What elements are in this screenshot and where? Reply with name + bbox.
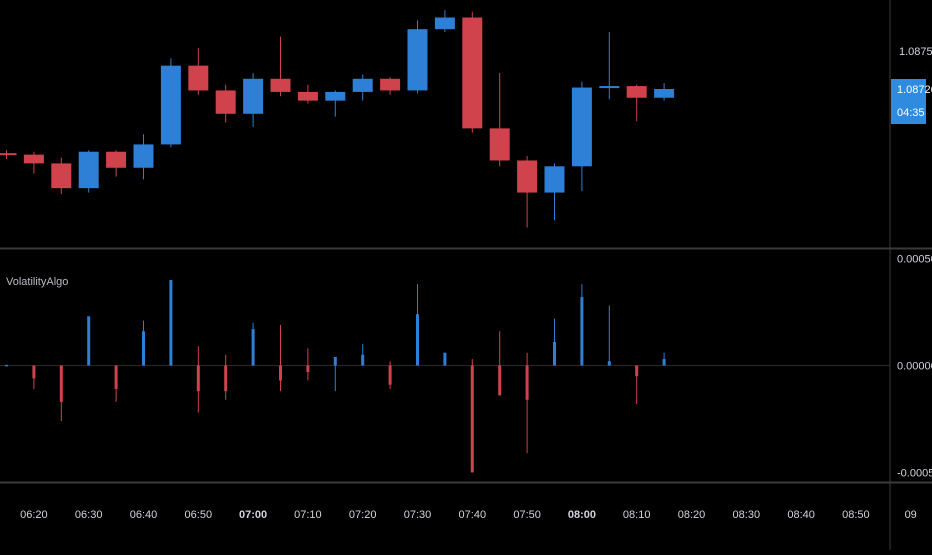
time-tick-label: 08:00 <box>568 509 596 521</box>
candle-body <box>0 153 17 156</box>
volatility-bar <box>361 354 365 366</box>
candle-body <box>106 151 127 168</box>
time-tick-label: 07:50 <box>513 509 541 521</box>
volatility-bar <box>443 352 447 366</box>
time-tick-label: 07:30 <box>404 509 432 521</box>
time-tick-label: 07:40 <box>459 509 487 521</box>
volatility-bar <box>388 365 392 385</box>
volatility-bar <box>169 279 173 366</box>
candle-body <box>270 78 291 92</box>
volatility-bar <box>416 314 419 366</box>
candle-body <box>571 87 592 167</box>
candle-body <box>654 88 675 98</box>
indicator-tick-label: 0.00000 <box>897 361 932 373</box>
price-tick-label: 1.08750 <box>899 46 932 58</box>
time-tick-label: 06:40 <box>130 509 158 521</box>
volatility-bar <box>87 316 91 366</box>
candle-body <box>297 91 318 101</box>
volatility-bar <box>498 365 502 396</box>
volatility-bar <box>251 329 255 366</box>
volatility-bar <box>5 364 8 367</box>
candle-body <box>23 154 44 164</box>
time-tick-label: 06:20 <box>20 509 48 521</box>
countdown-label: 04:35 <box>897 107 925 119</box>
candle-body <box>133 144 154 168</box>
candle-body <box>599 86 620 89</box>
candle-body <box>160 65 181 145</box>
volatility-bar <box>32 365 36 379</box>
volatility-bar <box>279 365 282 381</box>
candle-body <box>215 90 236 114</box>
volatility-bar <box>142 331 145 366</box>
volatility-bar <box>635 365 639 377</box>
time-tick-label: 07:00 <box>239 509 267 521</box>
candle-body <box>517 160 538 193</box>
volatility-bar <box>306 365 310 372</box>
current-price-label: 1.08726 <box>897 84 932 96</box>
volatility-bar <box>580 297 584 366</box>
candle-body <box>188 65 209 91</box>
candle-body <box>78 151 99 189</box>
volatility-bar <box>553 341 556 366</box>
volatility-bar <box>333 356 337 366</box>
current-price-tag <box>891 78 926 124</box>
volatility-bar <box>224 365 228 392</box>
volatility-bar <box>470 365 474 473</box>
candle-body <box>544 166 565 193</box>
candle-body <box>352 78 373 92</box>
candle-body <box>489 128 510 161</box>
time-tick-label: 09 <box>905 509 917 521</box>
volatility-bar <box>525 365 529 400</box>
time-tick-label: 08:10 <box>623 509 651 521</box>
time-tick-label: 06:30 <box>75 509 103 521</box>
candle-body <box>626 86 647 98</box>
volatility-bar <box>662 359 666 366</box>
time-tick-label: 08:40 <box>787 509 815 521</box>
time-tick-label: 07:10 <box>294 509 322 521</box>
candle-body <box>434 17 455 30</box>
time-tick-label: 08:30 <box>733 509 761 521</box>
volatility-bar <box>196 365 200 392</box>
indicator-title: VolatilityAlgo <box>6 276 69 288</box>
candle-body <box>243 78 264 114</box>
candle-body <box>462 17 483 129</box>
volatility-bar <box>607 361 611 366</box>
candle-body <box>407 29 428 91</box>
time-tick-label: 08:50 <box>842 509 870 521</box>
volatility-bar <box>59 365 63 402</box>
candle-body <box>325 91 346 101</box>
time-tick-label: 06:50 <box>185 509 213 521</box>
time-tick-label: 07:20 <box>349 509 377 521</box>
volatility-bar <box>114 365 118 390</box>
time-tick-label: 08:20 <box>678 509 706 521</box>
candle-body <box>380 78 401 91</box>
indicator-pane <box>5 279 666 473</box>
price-pane <box>0 10 675 228</box>
candle-body <box>51 163 72 189</box>
